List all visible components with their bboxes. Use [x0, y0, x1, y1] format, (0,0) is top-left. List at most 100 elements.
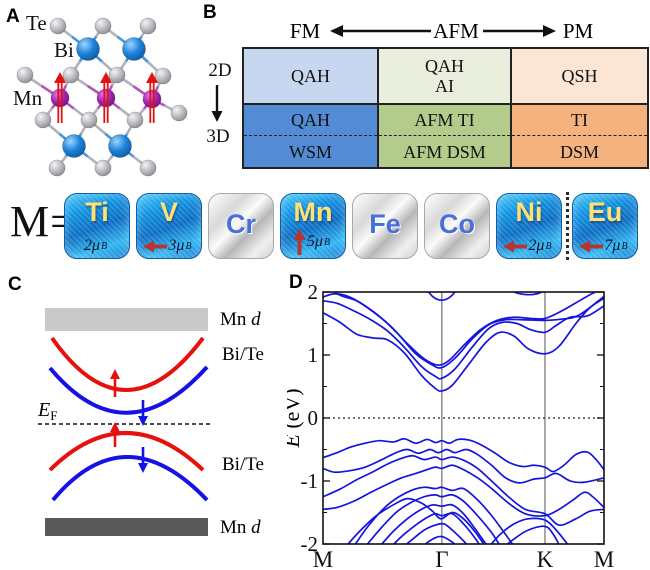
element-symbol: Ni	[515, 197, 543, 227]
mn-d-band-bottom	[45, 518, 208, 536]
band-path	[380, 503, 488, 544]
arrow-afm-to-fm-icon	[330, 25, 431, 37]
valence-band-spin-down	[51, 455, 209, 502]
band-path	[323, 299, 604, 380]
phase-cell-text: AFM DSM	[403, 141, 486, 162]
band-path	[333, 292, 599, 366]
phase-cell-3d-afm: AFM TI AFM DSM	[378, 104, 511, 168]
phase-cell-3d-fm: QAH WSM	[243, 104, 378, 168]
spin-down-arrow-icon	[138, 400, 148, 426]
element-symbol: Mn	[293, 197, 333, 227]
band-path	[323, 448, 604, 484]
atom-Bi	[122, 37, 146, 61]
spin-up-arrow-icon	[110, 369, 120, 397]
band-path	[392, 512, 481, 544]
x-tick-label-K: K	[537, 547, 554, 570]
element-box-Fe: Fe	[352, 193, 418, 259]
band-path	[347, 497, 485, 544]
band-path	[405, 522, 468, 544]
header-fm-label: FM	[290, 19, 321, 43]
element-symbol: Fe	[369, 209, 401, 239]
atom-Te	[126, 111, 144, 129]
element-box-row: Ti 2μ B V 3μ B Cr Mn 5μ B Fe Co Ni 2μ B Eu 7μ B	[64, 192, 644, 260]
atom-Te	[80, 111, 98, 129]
atom-Bi	[62, 134, 86, 158]
phase-cell-text: WSM	[288, 141, 332, 162]
spin-up-arrow-icon	[54, 72, 66, 123]
element-symbol: Eu	[587, 197, 623, 227]
atom-Te	[154, 67, 172, 85]
magnetic-moment-label: 7μ B	[573, 237, 634, 255]
y-tick-label: 1	[308, 343, 319, 367]
phase-cell-text: QAH	[291, 66, 330, 86]
panel-label-a: A	[6, 6, 20, 27]
x-tick-label-M: M	[594, 547, 614, 570]
schematic-band-diagram: Mn d Bi/Te EF Bi/Te Mn d	[37, 308, 264, 538]
panel-label-b: B	[203, 2, 217, 23]
moment-arrow-left-icon	[143, 240, 168, 252]
phase-header: FM AFM PM	[290, 19, 594, 43]
spin-up-arrow-icon	[100, 72, 112, 123]
element-symbol: Cr	[225, 209, 256, 239]
arrow-afm-to-pm-icon	[483, 25, 556, 37]
phase-cell-text: QAH	[244, 105, 377, 136]
row-label-2d: 2D	[208, 60, 232, 81]
phase-cell-2d-fm: QAH	[243, 48, 378, 104]
band-path	[323, 293, 604, 369]
atom-Te	[49, 17, 67, 35]
atom-species-label: Bi	[54, 38, 74, 62]
moment-arrow-left-icon	[503, 240, 528, 252]
magnetic-moment-label: 2μ B	[83, 237, 108, 254]
band-path	[506, 525, 560, 544]
phase-cell-text: DSM	[559, 141, 599, 162]
mn-d-label-top: Mn d	[220, 309, 261, 330]
conduction-band-spin-up	[50, 336, 205, 392]
element-box-Cr: Cr	[208, 193, 274, 259]
band-path	[323, 454, 604, 527]
spin-up-arrow-icon	[146, 72, 158, 123]
crystal-structure-diagram: Te Bi Mn	[13, 11, 188, 177]
atom-Mn	[50, 88, 70, 108]
bite-label-bottom: Bi/Te	[222, 454, 264, 475]
phase-cell-text: AI	[435, 76, 454, 96]
x-tick-label-Γ: Γ	[435, 547, 448, 570]
atom-Te	[34, 111, 52, 129]
moment-arrow-left-icon	[579, 240, 604, 252]
magnetic-moment-label: 5μ B	[281, 229, 342, 255]
row-label-3d: 3D	[206, 126, 230, 147]
phase-cell-text: QAH	[425, 56, 464, 76]
arrow-2d-to-3d-icon	[211, 85, 223, 122]
header-pm-label: PM	[563, 19, 594, 43]
panel-label-c: C	[8, 274, 22, 295]
atom-Te	[16, 66, 34, 84]
atom-Bi	[108, 134, 132, 158]
atom-species-label: Te	[26, 11, 47, 35]
y-tick-label: -2	[301, 532, 319, 556]
y-tick-label: 0	[308, 406, 319, 430]
band-path	[323, 297, 604, 392]
element-box-V: V 3μ B	[136, 193, 202, 259]
phase-cell-text: QSH	[561, 66, 598, 86]
moment-arrow-up-icon	[293, 229, 306, 255]
x-tick-label-M: M	[313, 547, 333, 570]
phase-table: QAH QAH AI QSH QAH WSM AFM TI AFM DSM TI…	[242, 47, 649, 169]
element-box-Ni: Ni 2μ B	[496, 193, 562, 259]
header-afm-label: AFM	[433, 19, 479, 43]
panel-label-d: D	[289, 272, 303, 293]
magnetic-moment-label: 2μ B	[497, 237, 558, 255]
band-path	[427, 292, 456, 302]
band-path	[512, 292, 545, 296]
band-path	[490, 517, 569, 544]
atom-Mn	[96, 88, 116, 108]
element-symbol: V	[159, 197, 178, 227]
phase-cell-2d-afm: QAH AI	[378, 48, 511, 104]
atom-Te	[108, 66, 126, 84]
bite-label-top: Bi/Te	[222, 344, 264, 365]
band-lines	[323, 292, 604, 544]
element-box-Ti: Ti 2μ B	[64, 193, 130, 259]
element-symbol: Ti	[85, 197, 109, 227]
y-tick-label: 2	[308, 280, 319, 304]
band-path	[354, 486, 514, 544]
